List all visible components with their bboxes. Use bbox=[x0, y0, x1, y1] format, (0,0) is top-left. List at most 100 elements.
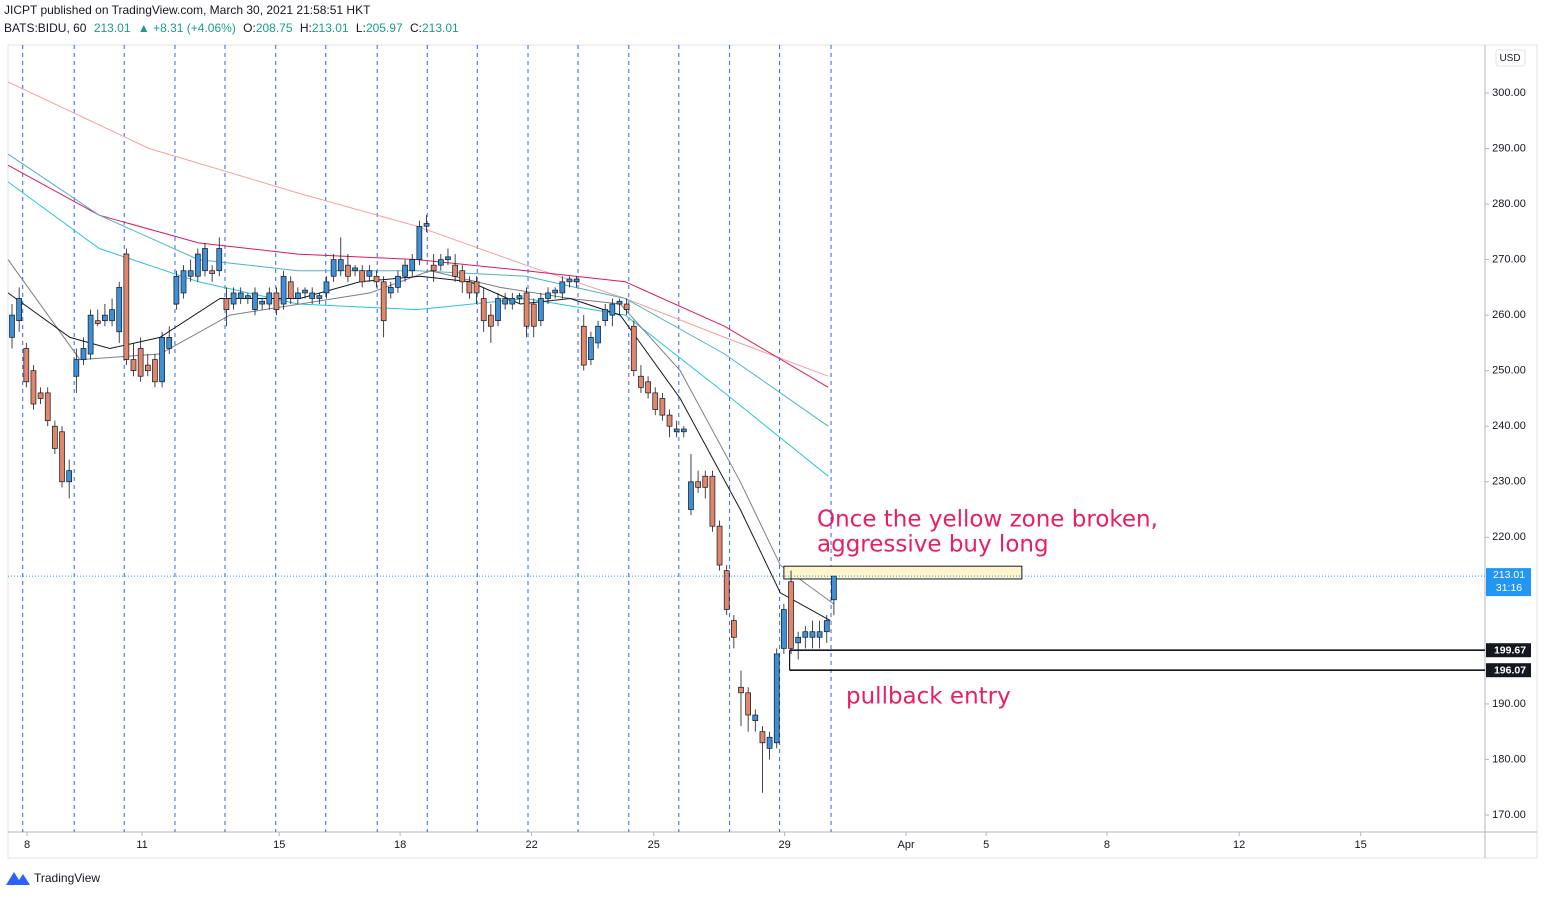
candle-body bbox=[738, 686, 744, 694]
candle-body bbox=[795, 636, 802, 644]
header-line: BATS:BIDU, 60 213.01 ▲ +8.31 (+4.06%) O:… bbox=[4, 21, 459, 35]
candle-body bbox=[545, 292, 551, 299]
candle-body bbox=[223, 298, 230, 310]
candle-body bbox=[130, 359, 137, 372]
o-label: O: bbox=[243, 21, 256, 35]
candle-body bbox=[23, 348, 30, 383]
candle-body bbox=[402, 264, 408, 277]
candle-body bbox=[102, 314, 108, 322]
candle-body bbox=[359, 270, 366, 283]
y-tick-label: 170.00 bbox=[1492, 809, 1526, 821]
candle-body bbox=[59, 431, 65, 483]
candle-body bbox=[695, 481, 701, 488]
y-tick-label: 180.00 bbox=[1492, 753, 1526, 765]
candle-body bbox=[16, 298, 23, 322]
candle-body bbox=[245, 295, 251, 299]
candle-body bbox=[509, 298, 516, 305]
candle-body bbox=[380, 281, 387, 322]
candle-body bbox=[337, 259, 344, 272]
candle-body bbox=[309, 292, 316, 299]
h-value: 213.01 bbox=[312, 21, 349, 35]
x-tick-label: 29 bbox=[778, 839, 790, 851]
candle-body bbox=[144, 364, 151, 372]
candle-body bbox=[9, 314, 15, 338]
ma-line bbox=[7, 275, 831, 622]
candle-body bbox=[709, 475, 716, 527]
candle-body bbox=[523, 292, 530, 327]
x-tick-label: 15 bbox=[1355, 839, 1367, 851]
candle-body bbox=[623, 303, 630, 310]
candle-body bbox=[781, 609, 787, 649]
candle-body bbox=[452, 264, 458, 277]
candle-body bbox=[395, 275, 401, 288]
footer-brand: TradingView bbox=[34, 871, 100, 885]
y-tick-label: 290.00 bbox=[1492, 142, 1526, 154]
candle-body bbox=[416, 225, 423, 260]
candle-body bbox=[166, 337, 173, 349]
candle-body bbox=[123, 253, 130, 360]
x-tick-label: 5 bbox=[983, 839, 989, 851]
candle-body bbox=[659, 398, 666, 416]
candle-body bbox=[473, 281, 480, 294]
y-tick-label: 250.00 bbox=[1492, 365, 1526, 377]
last: 213.01 bbox=[94, 21, 131, 35]
footer: TradingView bbox=[6, 871, 100, 885]
candle-body bbox=[673, 428, 680, 433]
candle-body bbox=[766, 736, 773, 749]
candle-body bbox=[502, 298, 508, 305]
candle-body bbox=[323, 281, 330, 294]
annotation: aggressive buy long bbox=[817, 532, 1049, 558]
currency: USD bbox=[1499, 53, 1520, 64]
candle-body bbox=[630, 325, 637, 372]
y-tick-label: 300.00 bbox=[1492, 87, 1526, 99]
candle-body bbox=[94, 320, 101, 324]
candle-body bbox=[759, 731, 766, 744]
candle-body bbox=[723, 570, 730, 610]
candle-body bbox=[552, 289, 559, 294]
chart-frame bbox=[7, 44, 1538, 859]
y-tick-label: 220.00 bbox=[1492, 531, 1526, 543]
candle-body bbox=[538, 298, 544, 322]
candle-body bbox=[823, 620, 830, 633]
x-tick-label: 8 bbox=[24, 839, 30, 851]
y-tick-label: 270.00 bbox=[1492, 254, 1526, 266]
candle-body bbox=[688, 481, 694, 510]
candle-body bbox=[666, 414, 673, 427]
candle-body bbox=[645, 381, 651, 394]
x-tick-label: 25 bbox=[648, 839, 660, 851]
candle-body bbox=[266, 292, 273, 305]
candle-body bbox=[30, 370, 37, 405]
y-tick-label: 260.00 bbox=[1492, 309, 1526, 321]
y-tick-label: 280.00 bbox=[1492, 198, 1526, 210]
candle-body bbox=[202, 248, 208, 272]
candle-body bbox=[752, 714, 759, 721]
candle-body bbox=[230, 292, 237, 305]
candle-body bbox=[80, 348, 87, 360]
candle-body bbox=[187, 270, 194, 277]
candle-body bbox=[259, 300, 265, 305]
candle-body bbox=[573, 278, 580, 283]
logo bbox=[6, 872, 30, 885]
x-tick-label: 12 bbox=[1233, 839, 1245, 851]
y-tick-label: 240.00 bbox=[1492, 420, 1526, 432]
candle-body bbox=[209, 270, 215, 274]
candle-body bbox=[316, 295, 323, 299]
y-tick-label: 230.00 bbox=[1492, 476, 1526, 488]
candle-body bbox=[788, 581, 794, 649]
published-line: JICPT published on TradingView.com, Marc… bbox=[4, 3, 371, 17]
candle-body bbox=[280, 275, 287, 305]
o-value: 208.75 bbox=[256, 21, 293, 35]
level-label: 199.67 bbox=[1494, 644, 1526, 656]
candle-body bbox=[252, 292, 258, 310]
candle-body bbox=[159, 337, 165, 383]
candle-body bbox=[237, 292, 244, 299]
candle-body bbox=[387, 287, 394, 294]
annotation: Once the yellow zone broken, bbox=[817, 507, 1158, 533]
candle-body bbox=[87, 314, 94, 355]
candle-body bbox=[831, 575, 837, 601]
candle-body bbox=[66, 470, 73, 483]
symbol: BATS:BIDU, 60 bbox=[4, 21, 87, 35]
candle-body bbox=[44, 392, 51, 422]
